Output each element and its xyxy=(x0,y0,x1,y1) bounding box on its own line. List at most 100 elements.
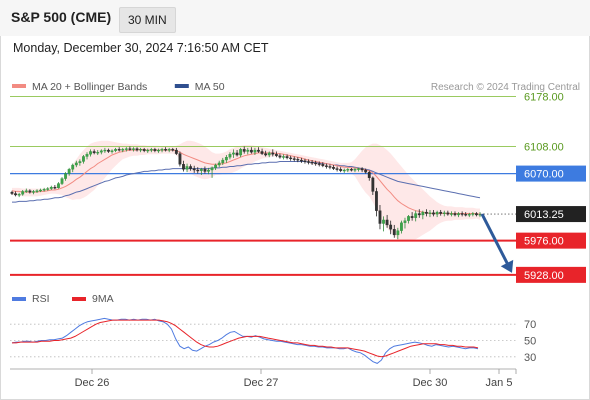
candle-body xyxy=(182,164,185,170)
candle-body xyxy=(160,149,164,151)
candle-body xyxy=(124,148,128,150)
candle-body xyxy=(257,149,260,152)
candle-body xyxy=(228,154,232,158)
level-label-2: 6070.00 xyxy=(524,169,564,181)
candle-body xyxy=(282,156,285,158)
candle-body xyxy=(328,166,332,168)
candle-body xyxy=(121,149,125,151)
candle-body xyxy=(110,150,114,152)
candle-body xyxy=(457,213,460,216)
candle-body xyxy=(264,153,268,156)
candle-body xyxy=(24,190,28,192)
candle-body xyxy=(428,212,432,214)
rsi-legend-label-1: 9MA xyxy=(92,293,114,305)
candle-body xyxy=(185,166,189,170)
candle-body xyxy=(157,149,160,152)
candle-body xyxy=(174,149,178,154)
candle-body xyxy=(278,155,282,158)
candle-body xyxy=(28,190,32,193)
candle-body xyxy=(296,159,300,161)
current-price-box xyxy=(516,206,586,223)
candle-body xyxy=(60,178,64,184)
candle-body xyxy=(289,157,293,160)
ma50-line xyxy=(12,161,481,203)
candle-body xyxy=(371,177,375,192)
candle-body xyxy=(400,222,403,231)
candle-body xyxy=(35,190,39,192)
credit-text: Research © 2024 Trading Central xyxy=(431,82,580,93)
legend-label-1: MA 50 xyxy=(195,81,225,93)
candle-body xyxy=(349,169,353,171)
x-tick-label-2: Dec 30 xyxy=(413,377,448,389)
rsi-legend-swatch-0 xyxy=(12,297,26,301)
candle-body xyxy=(396,230,400,236)
candle-body xyxy=(353,169,357,171)
candle-body xyxy=(99,150,103,153)
rsi-series-line-1 xyxy=(12,319,479,358)
candle-body xyxy=(303,160,307,162)
candle-body xyxy=(421,211,425,216)
candle-body xyxy=(410,216,414,218)
candle-body xyxy=(214,164,218,169)
candle-body xyxy=(346,169,350,171)
candle-body xyxy=(392,229,396,236)
legend-swatch-1 xyxy=(174,84,189,88)
candle-body xyxy=(89,151,92,155)
candle-body xyxy=(74,162,78,166)
candle-body xyxy=(49,186,53,189)
x-tick-label-3: Jan 5 xyxy=(486,377,513,389)
candle-body xyxy=(464,214,468,216)
candle-body xyxy=(417,213,421,216)
header-bar: S&P 500 (CME) 30 MIN xyxy=(0,0,590,36)
candle-body xyxy=(114,149,118,151)
candle-body xyxy=(82,156,85,162)
candle-body xyxy=(171,149,175,151)
candle-body xyxy=(360,168,364,171)
forecast-arrow-head xyxy=(500,259,514,273)
candle-body xyxy=(117,149,121,151)
x-tick-label-1: Dec 27 xyxy=(244,377,279,389)
candle-body xyxy=(460,213,464,215)
candle-body xyxy=(389,224,393,230)
level-label-4: 5928.00 xyxy=(524,270,564,282)
level-label-box-4 xyxy=(516,266,586,283)
candle-body xyxy=(253,149,257,153)
candle-body xyxy=(367,172,371,179)
candle-body xyxy=(17,194,21,196)
candle-body xyxy=(135,148,139,151)
level-label-box-3 xyxy=(516,232,586,249)
candle-body xyxy=(64,173,67,179)
candle-body xyxy=(57,183,60,189)
candle-body xyxy=(103,149,107,152)
candle-body xyxy=(378,210,382,224)
candle-body xyxy=(192,168,196,171)
candle-body xyxy=(210,167,214,171)
candle-body xyxy=(46,188,50,190)
candle-body xyxy=(146,149,150,152)
candle-body xyxy=(314,162,318,165)
candle-body xyxy=(224,157,228,161)
level-label-3: 5976.00 xyxy=(524,236,564,248)
candle-body xyxy=(425,211,428,214)
candle-body xyxy=(53,186,57,189)
candle-body xyxy=(199,169,203,171)
candle-body xyxy=(139,149,143,151)
candle-body xyxy=(307,161,310,163)
rsi-legend-label-0: RSI xyxy=(32,293,50,305)
candle-body xyxy=(221,159,225,164)
candle-body xyxy=(385,219,389,226)
timestamp-label: Monday, December 30, 2024 7:16:50 AM CET xyxy=(13,41,269,55)
candle-body xyxy=(321,164,325,166)
candle-body xyxy=(407,216,410,221)
candle-body xyxy=(67,169,71,174)
candle-body xyxy=(342,169,346,172)
candle-body xyxy=(317,163,321,165)
timeframe-button[interactable]: 30 MIN xyxy=(119,7,176,33)
candle-body xyxy=(453,213,457,216)
candle-body xyxy=(364,169,368,173)
candle-body xyxy=(203,169,207,172)
candle-body xyxy=(414,213,418,218)
candle-body xyxy=(39,189,42,192)
candle-body xyxy=(292,158,296,160)
candle-body xyxy=(239,149,243,156)
